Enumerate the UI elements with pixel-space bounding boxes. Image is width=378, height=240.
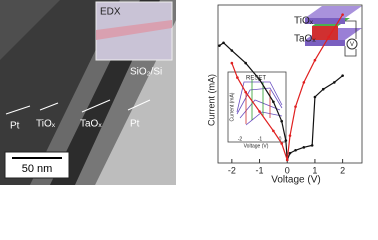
data-point [302, 146, 306, 149]
annotation: TaOₓ [294, 34, 316, 45]
data-point [280, 142, 283, 145]
inset-tick-label: 0 [279, 136, 282, 142]
data-point [341, 13, 344, 16]
data-point [258, 110, 261, 113]
data-point [230, 61, 234, 65]
data-point [288, 151, 292, 155]
image-label: EDX [100, 7, 121, 18]
device-schematic [305, 6, 362, 57]
data-point [288, 134, 292, 137]
image-label: SiO₂/Si [130, 67, 162, 78]
inset-label: RESET [246, 76, 266, 82]
data-point [236, 76, 239, 79]
data-point [244, 61, 247, 65]
image-label: TaOₓ [80, 119, 102, 130]
data-point [230, 49, 234, 52]
data-point [294, 105, 297, 108]
data-point [258, 78, 261, 81]
annotation: V [350, 42, 354, 48]
tem-image [0, 0, 176, 185]
data-point [272, 100, 275, 104]
x-tick-label: -2 [228, 165, 236, 175]
data-point [313, 95, 317, 99]
data-point [310, 144, 314, 147]
inset-tick-label: -1 [258, 136, 263, 142]
data-point [302, 81, 306, 84]
x-tick-label: -1 [256, 165, 264, 175]
image-label: Pt [130, 119, 140, 130]
data-point [222, 41, 225, 45]
data-point [244, 90, 247, 94]
inset-x-label: Voltage (V) [244, 143, 269, 149]
data-point [280, 119, 283, 123]
data-point [284, 139, 288, 142]
data-point [327, 35, 331, 39]
x-axis-label: Voltage (V) [271, 175, 320, 185]
data-point [341, 74, 344, 77]
inset-y-label: Current (mA) [229, 92, 235, 121]
data-point [272, 129, 275, 133]
figure: EDX SiO₂/Si Pt TiOₓ TaOₓ Pt 50 nm TiOₓ T… [0, 0, 363, 186]
scale-bar-label: 50 nm [22, 163, 53, 175]
data-point [294, 148, 297, 152]
x-tick-label: 0 [285, 165, 290, 175]
plot-frame [217, 4, 363, 164]
data-point [333, 81, 336, 84]
y-axis-label: Current (mA) [206, 74, 216, 126]
x-tick-label: 1 [312, 165, 317, 175]
annotation: TiOₓ [294, 16, 314, 27]
data-point [313, 58, 317, 62]
image-label: Pt [10, 121, 20, 132]
image-label: TiOₓ [36, 119, 56, 130]
inset-tick-label: -2 [238, 136, 243, 142]
x-tick-label: 2 [340, 165, 345, 175]
data-point [218, 44, 221, 47]
data-point [285, 158, 289, 162]
data-point [321, 87, 325, 91]
